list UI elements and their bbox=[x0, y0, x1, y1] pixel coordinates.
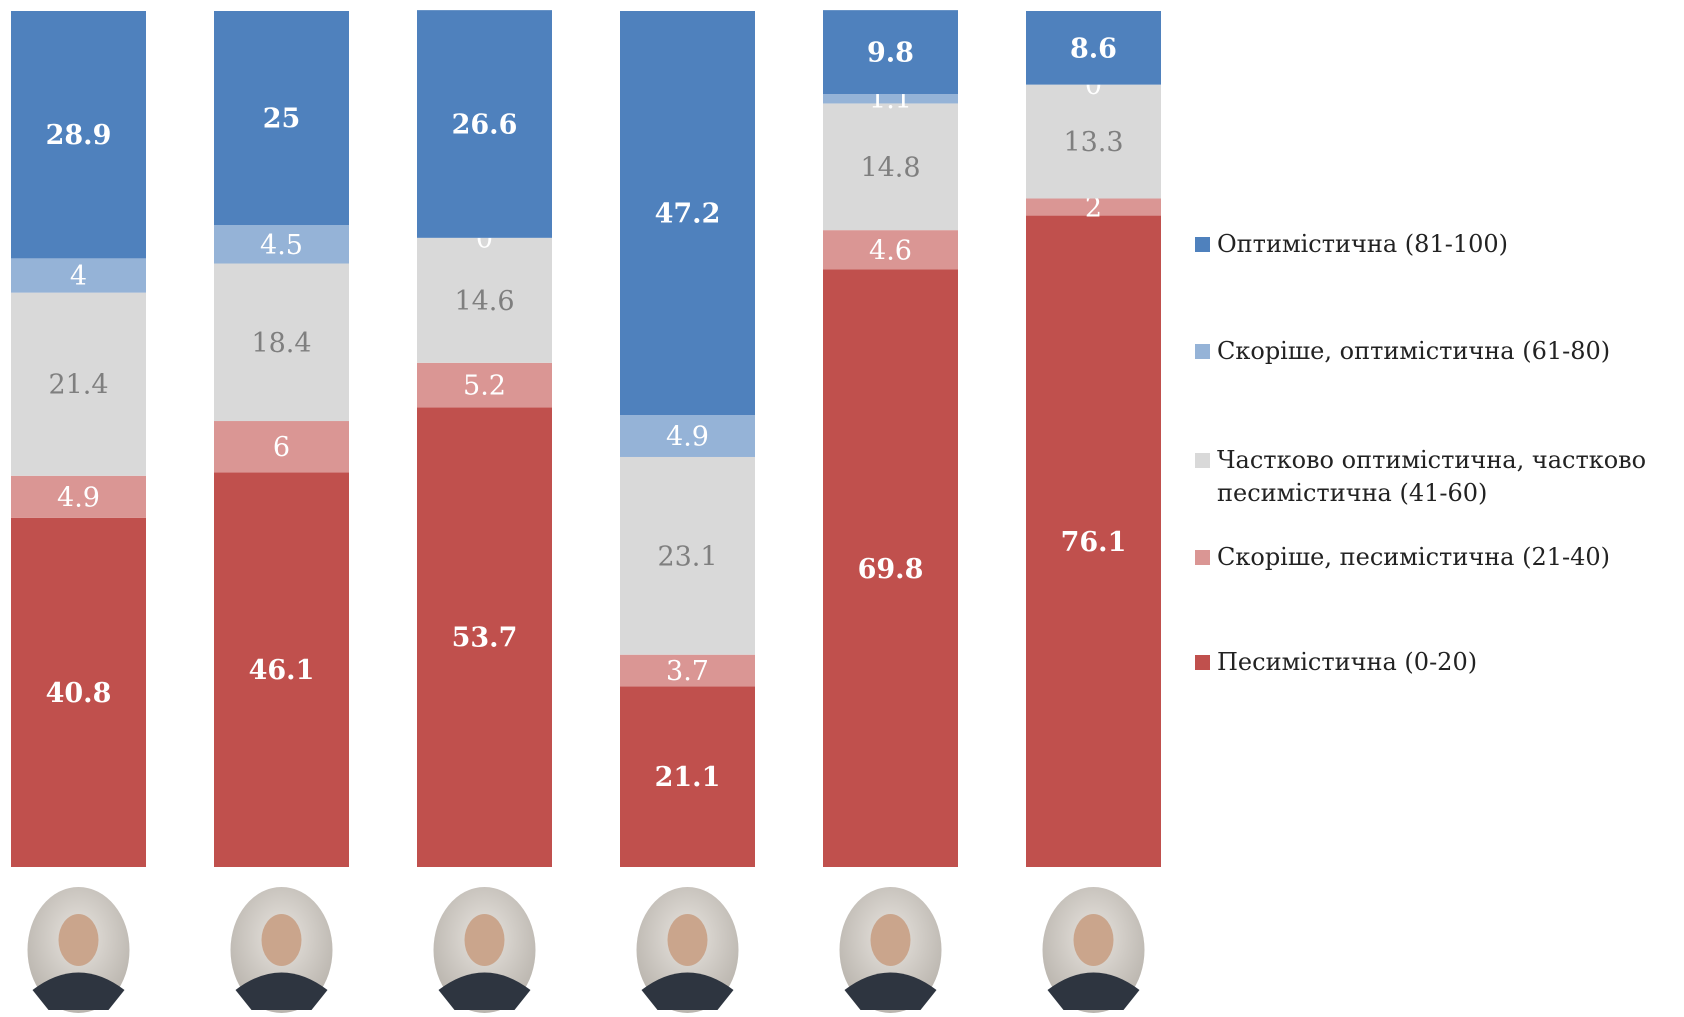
candidate-photo bbox=[433, 887, 536, 1013]
photo-body bbox=[1047, 972, 1140, 1010]
value-label: 4.6 bbox=[869, 235, 912, 266]
value-label: 69.8 bbox=[858, 554, 924, 585]
bar-segment bbox=[214, 263, 349, 422]
photo-body bbox=[641, 972, 734, 1010]
bar-segment bbox=[214, 225, 349, 264]
value-label: 53.7 bbox=[452, 623, 518, 654]
value-label: 9.8 bbox=[867, 38, 914, 69]
value-label: 4.9 bbox=[57, 482, 100, 513]
value-label: 26.6 bbox=[452, 109, 518, 140]
legend-label: Частково оптимістична, частково песиміст… bbox=[1217, 446, 1647, 507]
bar-segment bbox=[11, 292, 146, 476]
value-label: 6 bbox=[273, 432, 290, 463]
bar-segment bbox=[823, 103, 958, 231]
legend-swatch bbox=[1195, 237, 1210, 252]
bar-segment bbox=[214, 421, 349, 473]
photo-head bbox=[1073, 914, 1114, 966]
legend-swatch bbox=[1195, 655, 1210, 670]
value-label: 18.4 bbox=[251, 328, 311, 359]
candidate-photo bbox=[1042, 887, 1145, 1013]
legend-swatch bbox=[1195, 344, 1210, 359]
bar-segment bbox=[11, 517, 146, 867]
photo-head bbox=[58, 914, 99, 966]
value-label: 14.6 bbox=[454, 286, 514, 317]
value-label: 3.7 bbox=[666, 656, 709, 687]
bar-segment bbox=[214, 11, 349, 225]
bar-segment bbox=[823, 230, 958, 270]
legend-label: Скоріше, песимістична (21-40) bbox=[1217, 543, 1611, 571]
bar-segment bbox=[620, 11, 755, 416]
candidate-photo bbox=[636, 887, 739, 1013]
value-label: 13.3 bbox=[1063, 127, 1123, 158]
value-label: 4 bbox=[70, 261, 87, 292]
bar-segment bbox=[823, 269, 958, 868]
legend-label: Скоріше, оптимістична (61-80) bbox=[1217, 337, 1611, 365]
candidate-photo bbox=[27, 887, 130, 1013]
value-label: 5.2 bbox=[463, 371, 506, 402]
bar-segment bbox=[620, 415, 755, 457]
value-label: 25 bbox=[263, 104, 301, 135]
bar-segment bbox=[1026, 84, 1161, 199]
bar-segment bbox=[417, 10, 552, 238]
value-label: 21.1 bbox=[655, 762, 721, 793]
value-label: 76.1 bbox=[1061, 527, 1127, 558]
legend-entry: Песимістична (0-20) bbox=[1195, 646, 1667, 679]
photo-body bbox=[844, 972, 937, 1010]
legend-entry: Скоріше, песимістична (21-40) bbox=[1195, 541, 1667, 574]
legend: Песимістична (0-20) Скоріше, песимістична… bbox=[1195, 0, 1684, 1017]
bar-segment bbox=[620, 456, 755, 655]
candidate-photo bbox=[230, 887, 333, 1013]
legend-swatch bbox=[1195, 453, 1210, 468]
bar-segment bbox=[620, 654, 755, 687]
candidate-photo bbox=[839, 887, 942, 1013]
legend-entry: Частково оптимістична, частково песиміст… bbox=[1195, 444, 1667, 510]
legend-entry: Оптимістична (81-100) bbox=[1195, 228, 1667, 261]
value-label: 4.5 bbox=[260, 230, 303, 261]
legend-entry: Скоріше, оптимістична (61-80) bbox=[1195, 335, 1667, 368]
legend-label: Оптимістична (81-100) bbox=[1217, 230, 1508, 258]
bar-segment bbox=[11, 11, 146, 259]
bar-segment bbox=[1026, 198, 1161, 216]
bar-segment bbox=[417, 237, 552, 363]
value-label: 2 bbox=[1085, 193, 1102, 224]
photo-head bbox=[261, 914, 302, 966]
legend-swatch bbox=[1195, 550, 1210, 565]
value-label: 23.1 bbox=[657, 541, 717, 572]
bar-segment bbox=[11, 258, 146, 293]
bar-segment bbox=[823, 10, 958, 95]
photo-body bbox=[32, 972, 125, 1010]
bar-segment bbox=[417, 407, 552, 867]
bar-segment bbox=[417, 362, 552, 408]
photo-body bbox=[438, 972, 531, 1010]
photo-body bbox=[235, 972, 328, 1010]
photo-head bbox=[667, 914, 708, 966]
value-label: 47.2 bbox=[655, 199, 721, 230]
legend-label: Песимістична (0-20) bbox=[1217, 648, 1478, 676]
value-label: 8.6 bbox=[1070, 33, 1117, 64]
bar-segment bbox=[11, 475, 146, 518]
bar-segment bbox=[1026, 215, 1161, 868]
photo-head bbox=[464, 914, 505, 966]
bar-segment bbox=[1026, 11, 1161, 85]
value-label: 28.9 bbox=[46, 120, 112, 151]
bar-segment bbox=[620, 686, 755, 867]
value-label: 14.8 bbox=[860, 152, 920, 183]
photo-head bbox=[870, 914, 911, 966]
value-label: 40.8 bbox=[46, 678, 112, 709]
value-label: 4.9 bbox=[666, 422, 709, 453]
bar-segment bbox=[823, 94, 958, 104]
value-label: 21.4 bbox=[48, 370, 108, 401]
value-label: 46.1 bbox=[249, 655, 315, 686]
bar-segment bbox=[214, 472, 349, 867]
